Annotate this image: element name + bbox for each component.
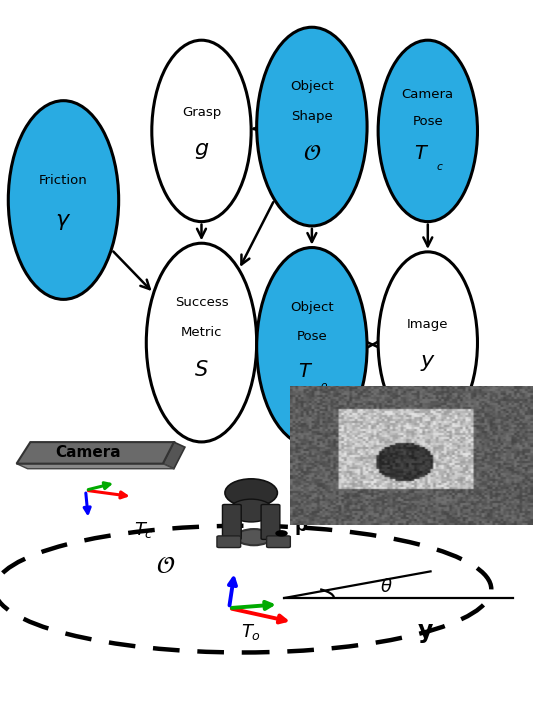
Text: Shape: Shape xyxy=(291,110,333,123)
Polygon shape xyxy=(163,442,185,468)
Circle shape xyxy=(276,531,287,536)
Text: Camera: Camera xyxy=(56,446,121,461)
Text: Camera: Camera xyxy=(402,88,454,101)
Text: $T_c$: $T_c$ xyxy=(134,520,153,540)
Text: $T$: $T$ xyxy=(298,362,313,381)
Text: $\mathbf{p}$: $\mathbf{p}$ xyxy=(294,519,308,538)
Ellipse shape xyxy=(378,252,477,433)
Ellipse shape xyxy=(8,101,119,299)
Text: $γ$: $γ$ xyxy=(55,212,72,232)
Text: Image: Image xyxy=(407,318,449,331)
Text: $T_o$: $T_o$ xyxy=(241,622,261,642)
Text: Object: Object xyxy=(290,81,334,94)
Text: $\mathcal{O}$: $\mathcal{O}$ xyxy=(302,144,321,164)
Polygon shape xyxy=(17,463,174,468)
Text: Metric: Metric xyxy=(181,326,222,339)
Ellipse shape xyxy=(146,243,257,442)
FancyBboxPatch shape xyxy=(217,536,241,548)
FancyBboxPatch shape xyxy=(222,505,241,540)
Text: Pose: Pose xyxy=(296,331,327,343)
Text: Success: Success xyxy=(174,296,229,309)
Text: $\theta$: $\theta$ xyxy=(380,578,392,595)
Ellipse shape xyxy=(257,248,367,446)
Text: $T$: $T$ xyxy=(413,144,429,163)
FancyBboxPatch shape xyxy=(267,536,290,548)
Polygon shape xyxy=(17,442,174,463)
Ellipse shape xyxy=(378,40,477,221)
Text: Grasp: Grasp xyxy=(182,106,221,119)
Text: $_o$: $_o$ xyxy=(320,377,328,392)
Text: $y$: $y$ xyxy=(420,353,436,373)
Text: $g$: $g$ xyxy=(194,141,209,161)
Text: $_c$: $_c$ xyxy=(436,158,444,173)
FancyBboxPatch shape xyxy=(261,505,280,540)
Text: Pose: Pose xyxy=(412,116,443,129)
Ellipse shape xyxy=(152,40,251,221)
Ellipse shape xyxy=(225,479,277,507)
Ellipse shape xyxy=(229,499,273,522)
Circle shape xyxy=(236,529,272,545)
Text: Object: Object xyxy=(290,301,334,313)
Text: Friction: Friction xyxy=(39,174,88,186)
Ellipse shape xyxy=(257,27,367,226)
Text: $\mathcal{O}$: $\mathcal{O}$ xyxy=(156,554,175,578)
Text: $S$: $S$ xyxy=(194,361,209,381)
Text: $\mathbf{y}$: $\mathbf{y}$ xyxy=(417,621,433,645)
